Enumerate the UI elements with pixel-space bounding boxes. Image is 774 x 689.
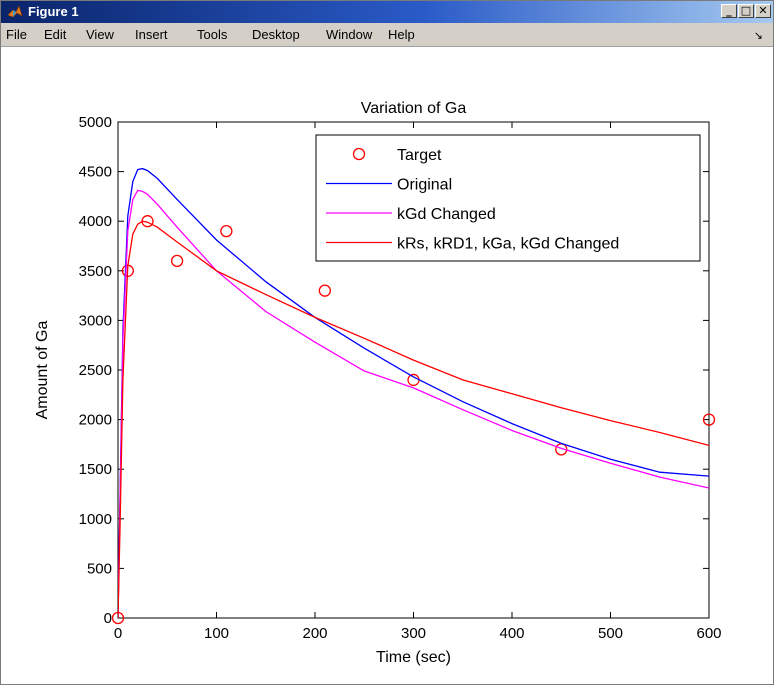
x-axis-label: Time (sec) [376,649,451,666]
y-tick-label: 3000 [79,312,112,329]
chart: 0 100 200 300 400 500 600 0 500 1000 1500 2000 2500 3… [34,100,722,666]
title-bar: Figure 1 _ □ ✕ [1,1,773,23]
y-tick-label: 1500 [79,461,112,478]
dock-arrow-icon[interactable]: ↘ [753,30,763,42]
minimize-button[interactable]: _ [721,4,737,18]
chart-title: Variation of Ga [361,100,467,117]
data-point [170,254,184,268]
menu-desktop[interactable]: Desktop [252,27,300,42]
y-tick-label: 0 [104,610,112,627]
legend-swatch [352,147,366,161]
y-tick-label: 4000 [79,213,112,230]
x-tick-label: 300 [401,625,426,642]
x-tick-label: 600 [696,625,721,642]
menu-tools[interactable]: Tools [197,27,228,42]
y-tick-label: 3500 [79,263,112,280]
x-tick-label: 500 [598,625,623,642]
menu-insert[interactable]: Insert [135,27,168,42]
legend-entry: Original [397,177,452,194]
menu-file[interactable]: File [6,27,27,42]
data-point [220,224,233,238]
menu-bar: File Edit View Insert Tools Desktop Wind… [1,23,773,47]
legend-entry: Target [397,147,442,164]
plot-area: 0 100 200 300 400 500 600 0 500 1000 1500 2000 2500 3… [1,47,773,684]
close-button[interactable]: ✕ [755,4,771,18]
window-title: Figure 1 [28,4,79,19]
legend-entry: kRs, kRD1, kGa, kGd Changed [397,236,619,253]
y-tick-label: 2500 [79,362,112,379]
data-point [702,413,716,426]
x-tick-label: 200 [302,625,327,642]
y-tick-label: 5000 [79,114,112,131]
menu-edit[interactable]: Edit [44,27,67,42]
legend-box [315,134,701,262]
y-tick-label: 500 [87,560,112,577]
series-line-3 [118,220,709,618]
x-tick-label: 0 [114,625,122,642]
menu-window[interactable]: Window [326,27,373,42]
menu-help[interactable]: Help [388,27,415,42]
legend-entry: kGd Changed [397,206,496,223]
x-tick-label: 100 [204,625,229,642]
y-tick-label: 2000 [79,412,112,429]
y-tick-label: 1000 [79,511,112,528]
y-axis-label: Amount of Ga [34,321,51,420]
matlab-logo-icon [7,5,23,18]
data-point [318,284,332,297]
series-line-1 [118,167,709,618]
maximize-button[interactable]: □ [738,4,754,18]
menu-view[interactable]: View [86,27,114,42]
y-tick-label: 4500 [79,164,112,181]
x-tick-label: 400 [499,625,524,642]
